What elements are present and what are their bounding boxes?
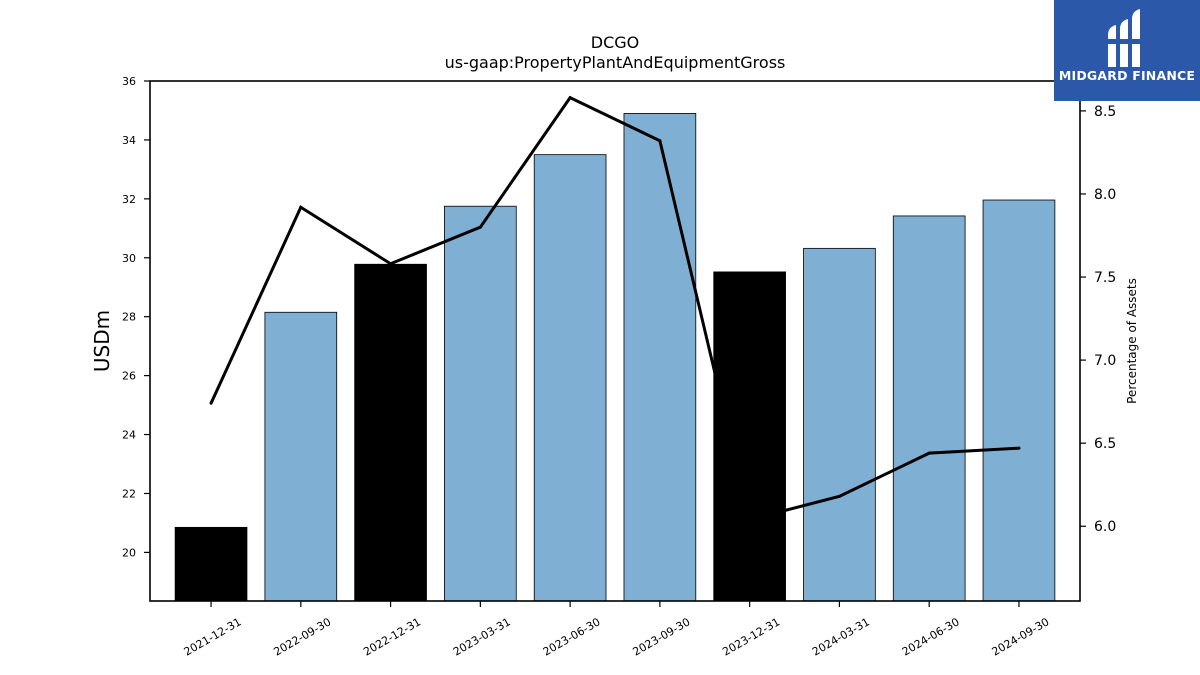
line-point-2024-09-30: [1017, 446, 1021, 450]
y-tick-label: 24: [122, 429, 136, 442]
line-point-2023-06-30: [568, 96, 572, 100]
y2-tick-label: 7.0: [1094, 353, 1116, 369]
line-point-2022-12-31: [389, 262, 393, 266]
x-tick-label: 2022-12-31: [361, 615, 423, 658]
y-axis-label: USDm: [90, 310, 114, 372]
chart-subtitle: us-gaap:PropertyPlantAndEquipmentGross: [445, 53, 786, 72]
y2-axis-label: Percentage of Assets: [1125, 278, 1139, 404]
x-tick-label: 2023-09-30: [631, 615, 693, 658]
line-point-2022-09-30: [299, 205, 303, 209]
line-point-2023-09-30: [658, 139, 662, 143]
bar-2022-12-31: [354, 263, 427, 602]
plot-frame: [149, 80, 1081, 602]
x-tick-label: 2024-03-31: [810, 615, 872, 658]
bar-2021-12-31: [174, 526, 248, 602]
logo-text: MIDGARD FINANCE: [1058, 68, 1196, 83]
y2-tick-label: 7.5: [1094, 270, 1116, 286]
y-axis: 20 22 24 26 28 30 32 34 36: [122, 75, 150, 559]
x-tick-label: 2023-12-31: [720, 615, 782, 658]
y-tick-label: 32: [122, 193, 136, 206]
line-group: [209, 95, 1021, 522]
bar-group: [174, 113, 1056, 602]
line-point-2024-06-30: [927, 451, 931, 455]
line-point-2023-12-31: [748, 518, 752, 522]
y-tick-label: 26: [122, 370, 136, 383]
bar-2023-09-30: [623, 113, 697, 602]
y-tick-label: 22: [122, 487, 136, 500]
x-tick-label: 2021-12-31: [182, 615, 244, 658]
line-point-2024-03-31: [837, 494, 841, 498]
x-tick-label: 2024-09-30: [990, 615, 1052, 658]
y-tick-label: 36: [122, 75, 136, 88]
y-tick-label: 20: [122, 546, 136, 559]
y-tick-label: 28: [122, 311, 136, 324]
x-tick-label: 2022-09-30: [271, 615, 333, 658]
bar-2024-09-30: [982, 199, 1056, 602]
line-point-2023-03-31: [478, 225, 482, 229]
bar-2023-12-31: [713, 271, 786, 602]
y2-tick-label: 6.5: [1094, 436, 1116, 452]
x-tick-label: 2024-06-30: [900, 615, 962, 658]
bar-2024-06-30: [892, 215, 966, 602]
chart-title: DCGO: [591, 33, 639, 52]
midgard-finance-logo: MIDGARD FINANCE: [1054, 0, 1200, 101]
x-tick-label: 2023-06-30: [541, 615, 603, 658]
x-axis: 2021-12-31 2022-09-30 2022-12-31 2023-03-31…: [182, 601, 1052, 659]
y-tick-label: 34: [122, 134, 136, 147]
y2-tick-label: 8.5: [1094, 104, 1116, 120]
bar-2022-09-30: [264, 311, 338, 602]
x-tick-label: 2023-03-31: [451, 615, 513, 658]
y2-axis: 6.0 6.5 7.0 7.5 8.0 8.5: [1080, 104, 1116, 535]
y-tick-label: 30: [122, 252, 136, 265]
bar-2023-06-30: [533, 154, 607, 602]
line-point-2021-12-31: [209, 401, 213, 405]
bar-2023-03-31: [444, 205, 517, 602]
midgard-logo-icon: [1106, 9, 1142, 67]
line-series-percentage-of-assets: [209, 95, 1020, 522]
y2-tick-label: 8.0: [1094, 187, 1116, 203]
bar-2024-03-31: [803, 247, 876, 602]
y2-tick-label: 6.0: [1094, 519, 1116, 535]
